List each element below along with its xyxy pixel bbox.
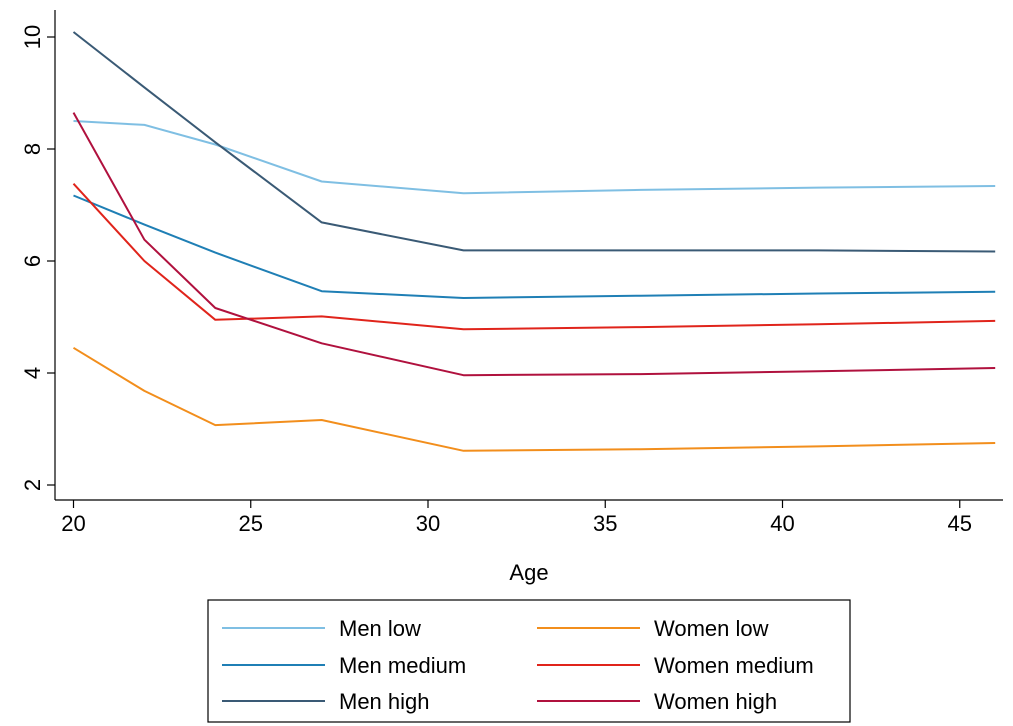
series-line-2 [73,194,996,299]
y-tick-label: 8 [20,143,45,155]
legend-label: Women medium [654,653,814,678]
x-tick-label: 40 [770,511,794,536]
series-line-4 [72,346,996,452]
series-line-1 [73,120,996,195]
y-tick-label: 2 [20,479,45,491]
y-tick-label: 10 [20,25,45,49]
series-lines [72,31,996,452]
legend-label: Women low [654,616,769,641]
series-line-3 [72,31,996,253]
x-tick-label: 30 [416,511,440,536]
y-tick-label: 6 [20,255,45,267]
x-tick-label: 20 [61,511,85,536]
legend-label: Men medium [339,653,466,678]
legend-label: Men high [339,689,430,714]
legend: Men low Men medium Men high Women low Women … [207,599,851,723]
axes: 20 25 30 35 40 45 2 4 6 8 10 [20,10,1003,536]
series-line-5 [72,183,996,331]
y-tick-label: 4 [20,367,45,379]
legend-label: Women high [654,689,777,714]
x-tick-label: 35 [593,511,617,536]
series-line-6 [72,112,996,377]
x-axis-label: Age [509,560,548,585]
legend-label: Men low [339,616,421,641]
x-tick-label: 25 [239,511,263,536]
x-tick-label: 45 [948,511,972,536]
